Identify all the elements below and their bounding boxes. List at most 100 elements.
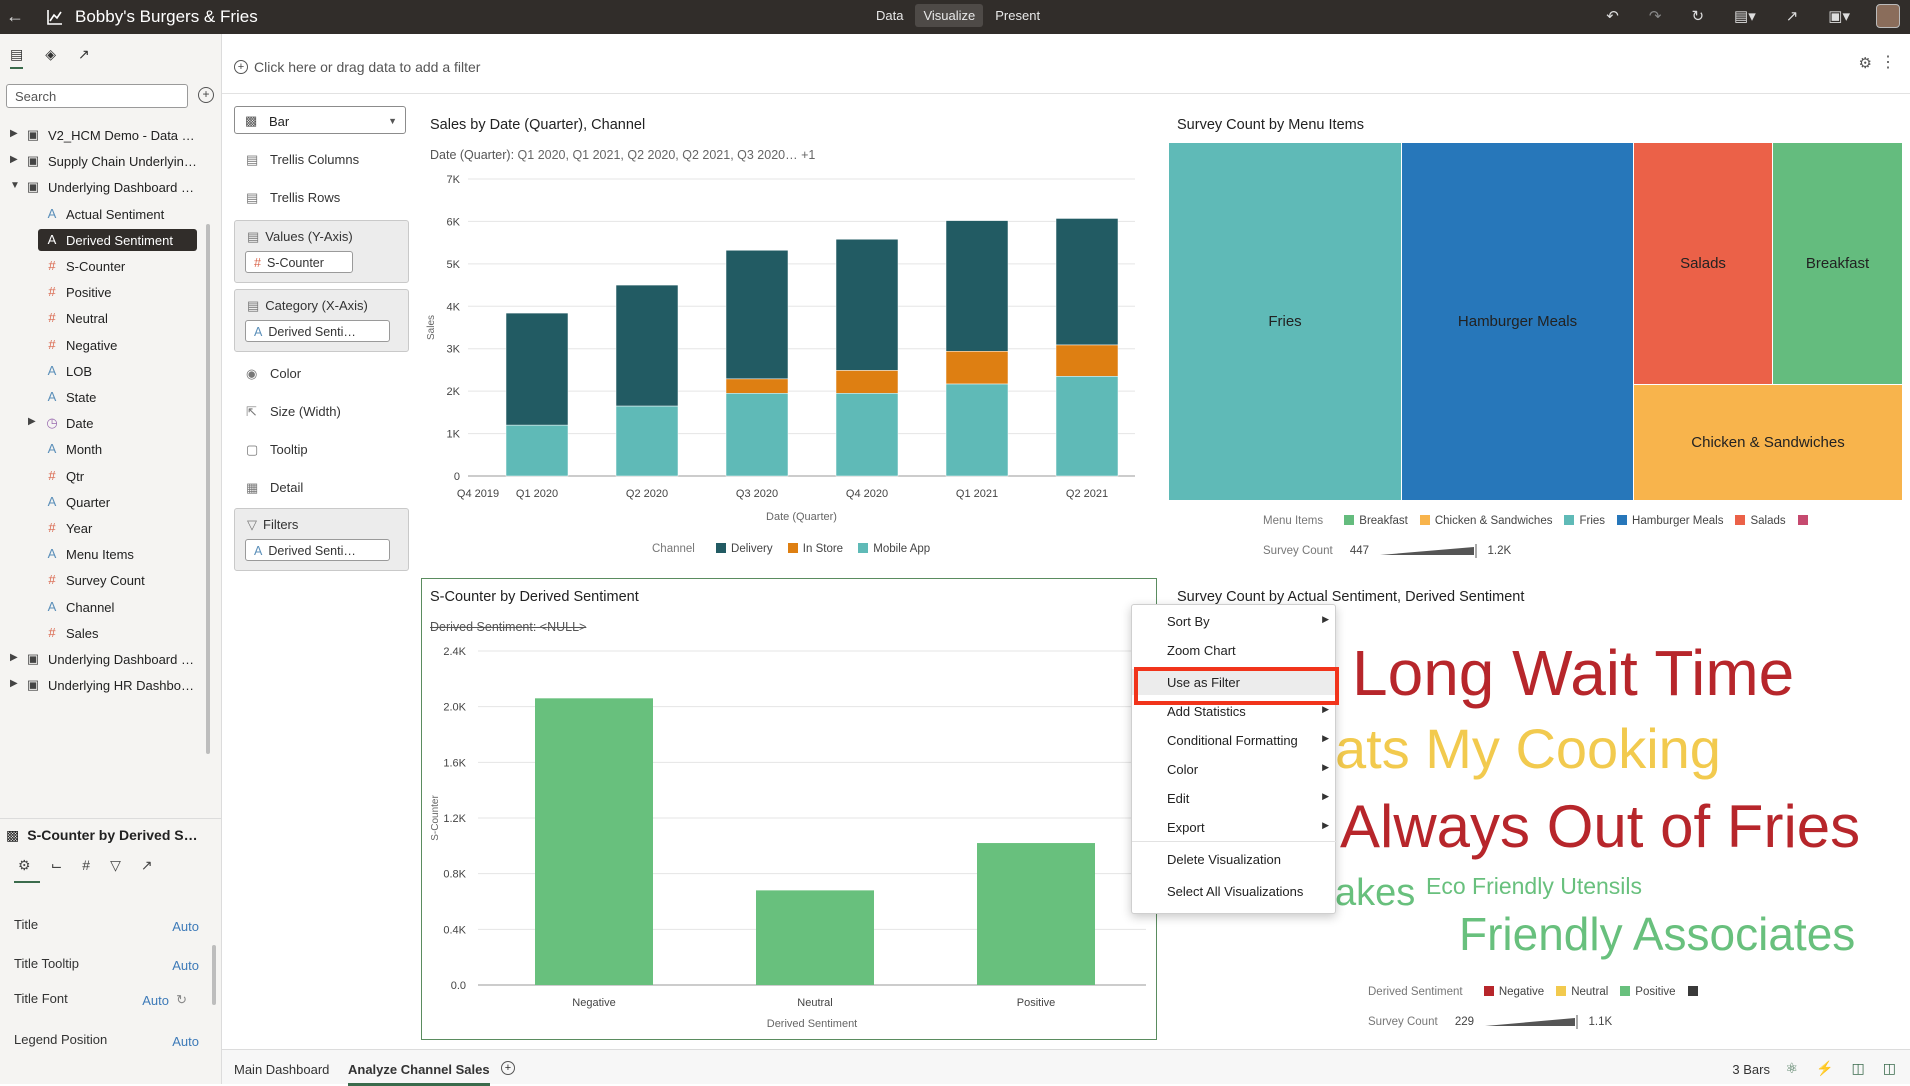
menu-item-sort-by[interactable]: Sort By ▶ bbox=[1132, 608, 1337, 634]
grammar-toggle-icon[interactable]: ⚛ bbox=[1785, 1060, 1799, 1076]
analytics-tab-icon[interactable]: ↗ bbox=[78, 46, 90, 62]
properties-toggle-icon[interactable]: ◫ bbox=[1882, 1060, 1896, 1076]
data-panel-toggle-icon[interactable]: ◫ bbox=[1851, 1060, 1865, 1076]
menu-item-delete-visualization[interactable]: Delete Visualization bbox=[1132, 846, 1337, 872]
treemap-tile-fries[interactable]: Fries bbox=[1169, 143, 1401, 500]
size-slot[interactable]: ⇱ Size (Width) bbox=[246, 404, 341, 419]
viz4-title[interactable]: Survey Count by Actual Sentiment, Derive… bbox=[1177, 589, 1525, 605]
save-icon[interactable]: ▣▾ bbox=[1828, 8, 1850, 25]
values-well[interactable]: ▤ Values (Y-Axis) # S-Counter bbox=[234, 220, 409, 283]
search-input[interactable]: Search bbox=[6, 84, 188, 108]
menu-item-edit[interactable]: Edit ▶ bbox=[1132, 785, 1337, 811]
word-friendly-associates[interactable]: Friendly Associates bbox=[1459, 908, 1856, 960]
add-data-icon[interactable]: + bbox=[198, 87, 214, 103]
tree-item-positive[interactable]: # Positive bbox=[0, 279, 210, 305]
add-filter-icon[interactable]: + bbox=[234, 60, 248, 74]
tree-item-negative[interactable]: # Negative bbox=[0, 332, 210, 358]
word-long-wait-time[interactable]: Long Wait Time bbox=[1352, 637, 1795, 709]
auto-apply-icon[interactable]: ⚙ bbox=[1858, 55, 1872, 72]
viz-type-select[interactable]: ▩ Bar ▼ bbox=[234, 106, 406, 134]
word-shakes[interactable]: akes bbox=[1335, 872, 1416, 914]
word-beats-my-cooking[interactable]: ats My Cooking bbox=[1335, 717, 1721, 780]
data-tab-icon[interactable]: ▤ bbox=[10, 46, 24, 69]
refresh-data-icon[interactable]: ↻ bbox=[1691, 8, 1705, 25]
tree-item-neutral[interactable]: # Neutral bbox=[0, 305, 210, 331]
axis-settings-icon[interactable]: ⌙ bbox=[50, 857, 63, 873]
user-avatar[interactable] bbox=[1876, 4, 1900, 28]
viz3-title[interactable]: S-Counter by Derived Sentiment bbox=[430, 589, 639, 605]
more-options-icon[interactable]: ⋮ bbox=[1880, 54, 1896, 71]
tree-item-qtr[interactable]: # Qtr bbox=[0, 463, 210, 489]
filters-chip[interactable]: A Derived Senti… bbox=[245, 539, 390, 561]
collapse-icon[interactable]: ▼ bbox=[10, 180, 20, 192]
treemap[interactable]: Fries Hamburger Meals Salads Breakfast Chick… bbox=[1169, 143, 1902, 500]
menu-item-select-all-visualizations[interactable]: Select All Visualizations bbox=[1132, 878, 1337, 904]
word-eco-friendly-utensils[interactable]: Eco Friendly Utensils bbox=[1426, 873, 1643, 899]
tree-item-quarter[interactable]: A Quarter bbox=[0, 489, 210, 515]
tree-item-lob[interactable]: A LOB bbox=[0, 358, 210, 384]
add-canvas-icon[interactable]: + bbox=[501, 1061, 515, 1075]
mode-present[interactable]: Present bbox=[995, 8, 1041, 23]
expand-icon[interactable]: ▶ bbox=[28, 416, 36, 428]
dataset-node[interactable]: ▶ ▣ Supply Chain Underlyin… bbox=[0, 148, 210, 174]
filter-placeholder[interactable]: Click here or drag data to add a filter bbox=[254, 59, 481, 75]
filter-bar[interactable]: + Click here or drag data to add a filte… bbox=[222, 34, 1910, 94]
menu-item-add-statistics[interactable]: Add Statistics ▶ bbox=[1132, 698, 1337, 724]
menu-item-use-as-filter[interactable]: Use as Filter bbox=[1132, 669, 1337, 695]
treemap-tile-salads[interactable]: Salads bbox=[1634, 143, 1772, 384]
expand-icon[interactable]: ▶ bbox=[10, 128, 18, 139]
prop-row-title[interactable]: Title Auto bbox=[14, 917, 199, 934]
dataset-node[interactable]: ▶ ▣ Underlying HR Dashbo… bbox=[0, 672, 210, 698]
tree-item-menu-items[interactable]: A Menu Items bbox=[0, 541, 210, 567]
general-settings-icon[interactable]: ⚙ bbox=[18, 857, 31, 873]
properties-scrollbar[interactable] bbox=[212, 945, 216, 1005]
viz1-chart[interactable]: 0 1K 2K 3K 4K 5K 6K 7K Q4 2019 Q1 2020 Q2 2020 Q3 2… bbox=[422, 168, 1157, 528]
tree-item-date[interactable]: ▶ ◷ Date bbox=[0, 410, 210, 436]
prop-row-legend-position[interactable]: Legend Position Auto bbox=[14, 1032, 199, 1049]
dataset-node[interactable]: ▶ ▣ Underlying Dashboard … bbox=[0, 646, 210, 672]
values-settings-icon[interactable]: # bbox=[82, 857, 91, 873]
tree-item-derived-sentiment[interactable]: A Derived Sentiment bbox=[0, 227, 210, 253]
export-icon[interactable]: ↗ bbox=[1785, 8, 1799, 25]
menu-item-conditional-formatting[interactable]: Conditional Formatting ▶ bbox=[1132, 727, 1337, 753]
dataset-node[interactable]: ▶ ▣ V2_HCM Demo - Data … bbox=[0, 122, 210, 148]
tree-item-sales[interactable]: # Sales bbox=[0, 620, 210, 646]
reset-icon[interactable]: ↻ bbox=[176, 992, 187, 1007]
prop-row-title-tooltip[interactable]: Title Tooltip Auto bbox=[14, 956, 199, 973]
tab-main-dashboard[interactable]: Main Dashboard bbox=[234, 1062, 330, 1077]
tooltip-slot[interactable]: ▢ Tooltip bbox=[246, 442, 308, 457]
tree-item-state[interactable]: A State bbox=[0, 384, 210, 410]
category-well[interactable]: ▤ Category (X-Axis) A Derived Senti… bbox=[234, 289, 409, 352]
tree-item-channel[interactable]: A Channel bbox=[0, 594, 210, 620]
viz1-filter[interactable]: Date (Quarter): Q1 2020, Q1 2021, Q2 202… bbox=[430, 148, 816, 162]
mode-visualize[interactable]: Visualize bbox=[915, 4, 984, 27]
undo-icon[interactable]: ↶ bbox=[1606, 8, 1619, 25]
dataset-node[interactable]: ▼ ▣ Underlying Dashboard … bbox=[0, 174, 210, 200]
tab-analyze-channel-sales[interactable]: Analyze Channel Sales bbox=[348, 1062, 490, 1086]
menu-item-zoom-chart[interactable]: Zoom Chart bbox=[1132, 637, 1337, 663]
redo-icon[interactable]: ↷ bbox=[1648, 8, 1662, 25]
menu-item-export[interactable]: Export ▶ bbox=[1132, 814, 1337, 840]
viz3-chart[interactable]: 0.0 0.4K 0.8K 1.2K 1.6K 2.0K 2.4K Negative Neutr… bbox=[422, 636, 1157, 1036]
back-arrow-icon[interactable]: ← bbox=[6, 6, 24, 26]
trellis-rows-slot[interactable]: ▤ Trellis Rows bbox=[246, 190, 341, 205]
menu-item-color[interactable]: Color ▶ bbox=[1132, 756, 1337, 782]
tree-item-s-counter[interactable]: # S-Counter bbox=[0, 253, 210, 279]
mode-data[interactable]: Data bbox=[876, 8, 904, 23]
values-chip[interactable]: # S-Counter bbox=[245, 251, 353, 273]
trellis-columns-slot[interactable]: ▤ Trellis Columns bbox=[246, 152, 360, 167]
tree-item-actual-sentiment[interactable]: A Actual Sentiment bbox=[0, 201, 210, 227]
filter-settings-icon[interactable]: ▽ bbox=[110, 857, 121, 873]
viz3-filter[interactable]: Derived Sentiment: <NULL> bbox=[430, 620, 587, 634]
tree-scrollbar[interactable] bbox=[206, 224, 210, 754]
filters-well[interactable]: ▽ Filters A Derived Senti… bbox=[234, 508, 409, 571]
viz2-title[interactable]: Survey Count by Menu Items bbox=[1177, 117, 1364, 133]
viz1-title[interactable]: Sales by Date (Quarter), Channel bbox=[430, 117, 646, 133]
word-always-out-of-fries[interactable]: Always Out of Fries bbox=[1340, 793, 1861, 860]
tree-item-year[interactable]: # Year bbox=[0, 515, 210, 541]
tree-item-month[interactable]: A Month bbox=[0, 436, 210, 462]
expand-icon[interactable]: ▶ bbox=[10, 154, 18, 166]
expand-icon[interactable]: ▶ bbox=[10, 652, 18, 663]
treemap-tile-breakfast[interactable]: Breakfast bbox=[1773, 143, 1902, 384]
analytics-settings-icon[interactable]: ↗ bbox=[140, 857, 153, 873]
